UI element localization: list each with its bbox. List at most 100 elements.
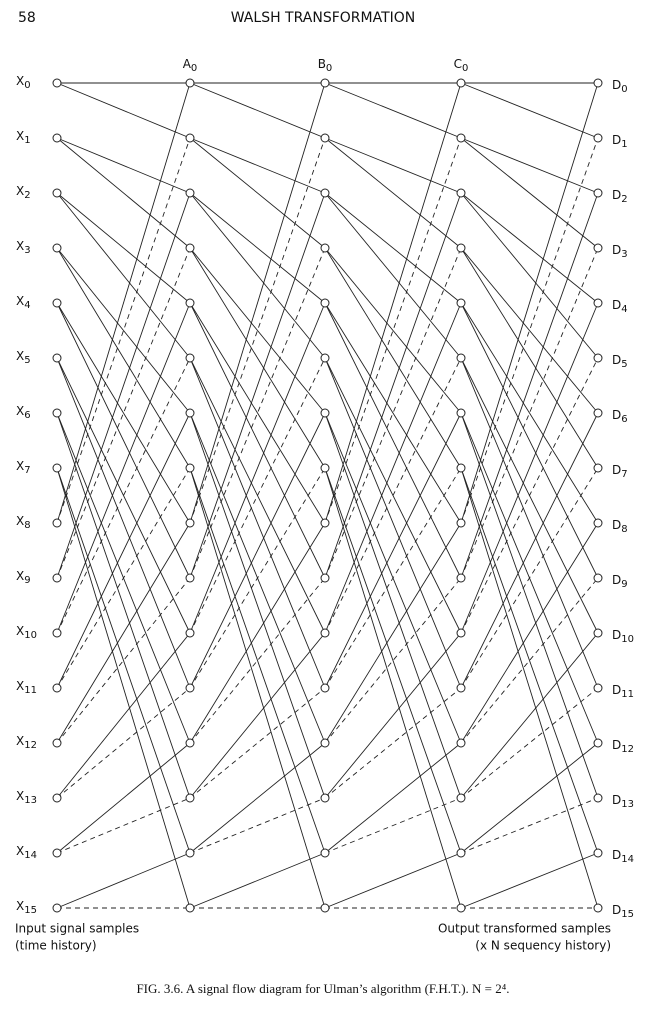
node-label: D2 bbox=[612, 188, 628, 206]
node bbox=[320, 408, 330, 418]
node-label: D5 bbox=[612, 353, 628, 371]
edge bbox=[324, 192, 462, 359]
edge bbox=[460, 852, 599, 909]
node bbox=[593, 848, 603, 858]
node bbox=[52, 408, 62, 418]
node-label: D12 bbox=[612, 738, 634, 756]
edge bbox=[189, 467, 326, 854]
edge bbox=[324, 302, 462, 579]
node bbox=[593, 133, 603, 143]
node-label: D0 bbox=[612, 78, 628, 96]
node bbox=[185, 518, 195, 528]
edge bbox=[56, 82, 191, 139]
edge bbox=[189, 412, 326, 799]
edge bbox=[460, 687, 599, 799]
node-label: X10 bbox=[16, 624, 37, 642]
node bbox=[593, 683, 603, 693]
edge bbox=[189, 357, 326, 689]
edge bbox=[460, 247, 599, 414]
node bbox=[52, 353, 62, 363]
node bbox=[185, 463, 195, 473]
edge bbox=[324, 412, 462, 689]
edge bbox=[189, 302, 326, 579]
node bbox=[320, 793, 330, 803]
node bbox=[593, 738, 603, 748]
page-number: 58 bbox=[18, 10, 36, 26]
edge bbox=[189, 302, 326, 524]
edge bbox=[324, 247, 462, 469]
edge bbox=[324, 522, 462, 744]
node-label: D13 bbox=[612, 793, 634, 811]
edge bbox=[189, 247, 326, 579]
edge bbox=[56, 357, 191, 634]
edge bbox=[460, 82, 599, 139]
edge bbox=[189, 137, 326, 194]
node bbox=[52, 298, 62, 308]
edge bbox=[56, 412, 191, 799]
node bbox=[593, 298, 603, 308]
edge bbox=[460, 412, 599, 799]
edge bbox=[324, 137, 462, 194]
edge bbox=[324, 632, 462, 799]
edge bbox=[460, 632, 599, 799]
node bbox=[185, 188, 195, 198]
node-label: X2 bbox=[16, 184, 31, 202]
nodes bbox=[52, 78, 603, 913]
edge bbox=[324, 302, 462, 524]
node-label: D10 bbox=[612, 628, 634, 646]
node bbox=[593, 188, 603, 198]
edge bbox=[460, 467, 599, 854]
input-caption: Input signal samples bbox=[15, 922, 139, 936]
node bbox=[456, 463, 466, 473]
edge bbox=[56, 302, 191, 634]
node-label: D6 bbox=[612, 408, 628, 426]
node bbox=[185, 298, 195, 308]
edge bbox=[324, 247, 462, 414]
node-label: X8 bbox=[16, 514, 31, 532]
edge bbox=[189, 522, 326, 744]
edge bbox=[460, 302, 599, 524]
edge bbox=[189, 247, 326, 414]
edge bbox=[460, 137, 599, 194]
edge bbox=[189, 137, 326, 524]
node bbox=[320, 243, 330, 253]
node-label: D11 bbox=[612, 683, 634, 701]
edge bbox=[460, 357, 599, 634]
node-label: X14 bbox=[16, 844, 37, 862]
node bbox=[320, 628, 330, 638]
edge bbox=[56, 467, 191, 909]
node-label: C0 bbox=[454, 57, 469, 75]
edge bbox=[56, 412, 191, 689]
edge bbox=[324, 357, 462, 634]
node-label: D4 bbox=[612, 298, 628, 316]
edge bbox=[56, 247, 191, 469]
node bbox=[456, 628, 466, 638]
edge bbox=[324, 137, 462, 249]
node bbox=[320, 78, 330, 88]
edge bbox=[56, 302, 191, 524]
node bbox=[456, 683, 466, 693]
node-label: D8 bbox=[612, 518, 628, 536]
edge bbox=[460, 467, 599, 909]
edge bbox=[56, 82, 191, 524]
node bbox=[185, 903, 195, 913]
node bbox=[185, 573, 195, 583]
node-label: X4 bbox=[16, 294, 31, 312]
edge bbox=[56, 357, 191, 689]
edge bbox=[460, 137, 599, 249]
node bbox=[52, 683, 62, 693]
node-label: X6 bbox=[16, 404, 31, 422]
node bbox=[52, 848, 62, 858]
node bbox=[456, 573, 466, 583]
labels: X0 X1 X2 X3 X4 X5 X6 X7 X8 X9 X10 X11 X12 X13 X14 X15 D0… bbox=[16, 57, 634, 921]
node bbox=[456, 903, 466, 913]
edge bbox=[189, 467, 326, 909]
edge bbox=[56, 247, 191, 414]
node-label: D7 bbox=[612, 463, 628, 481]
edge bbox=[324, 467, 462, 854]
node bbox=[52, 518, 62, 528]
edge bbox=[460, 82, 599, 524]
node bbox=[185, 683, 195, 693]
node bbox=[185, 738, 195, 748]
node bbox=[593, 793, 603, 803]
